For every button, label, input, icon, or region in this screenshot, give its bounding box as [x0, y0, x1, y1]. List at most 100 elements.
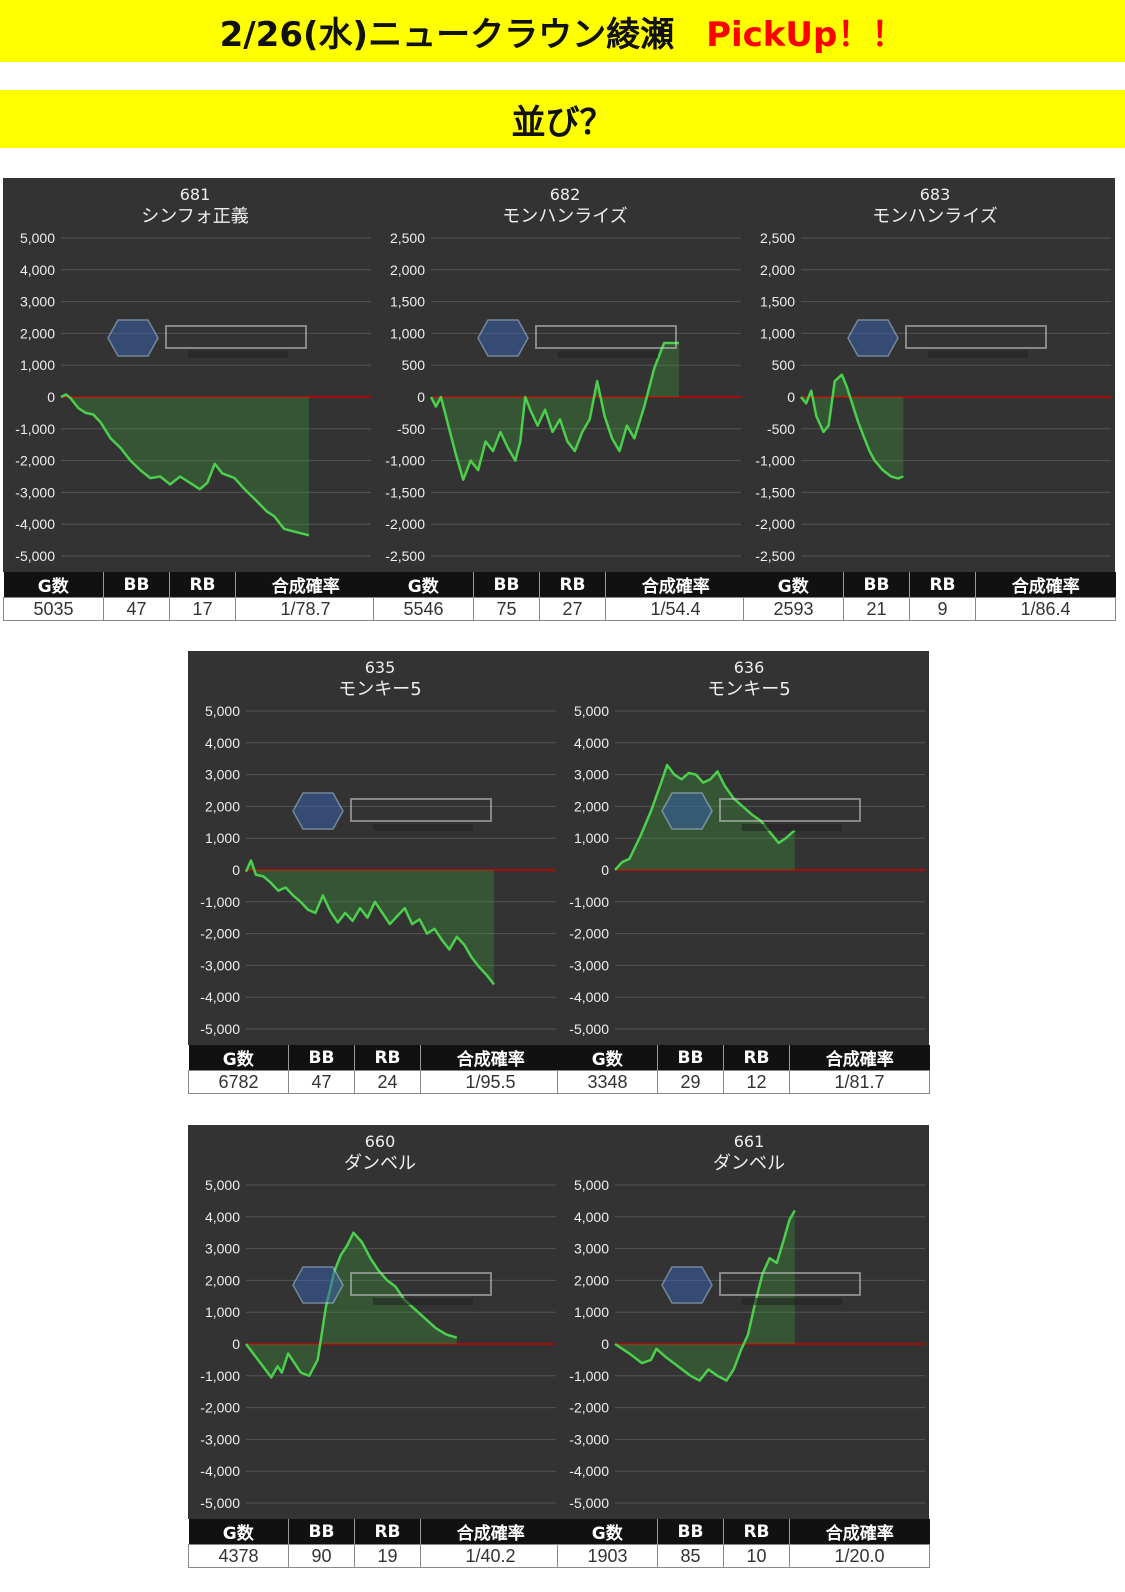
stats-value: 75 [473, 597, 540, 621]
machine-number: 661 [734, 1132, 765, 1151]
y-tick-label: -2,000 [385, 516, 425, 532]
stats-header: G数 [3, 572, 104, 598]
y-tick-label: -2,000 [755, 516, 795, 532]
y-tick-label: -3,000 [200, 957, 240, 973]
y-tick-label: 2,500 [760, 230, 795, 246]
stats-value: 10 [723, 1544, 790, 1568]
y-tick-label: -2,500 [755, 548, 795, 564]
machine-name: モンキー5 [338, 679, 421, 700]
stats-header: RB [723, 1045, 790, 1071]
subtitle-banner: 並び？ [0, 90, 1125, 148]
stats-header: BB [288, 1045, 355, 1071]
y-tick-label: -1,000 [200, 894, 240, 910]
stats-header: RB [723, 1519, 790, 1545]
y-tick-label: 500 [772, 357, 796, 373]
stats-header: 合成確率 [789, 1519, 930, 1545]
machine-number: 660 [365, 1132, 396, 1151]
y-tick-label: 1,000 [574, 830, 609, 846]
machine-number: 681 [180, 185, 211, 204]
chart-panel-682: 682 モンハンライズ 2,500 2,000 1,500 1,000 500 0 -500 -1… [373, 178, 746, 624]
machine-name: シンフォ正義 [141, 206, 248, 227]
y-tick-label: 2,000 [574, 1272, 609, 1288]
y-tick-label: -2,000 [569, 1400, 609, 1416]
y-tick-label: 3,000 [574, 767, 609, 783]
machine-number: 683 [920, 185, 951, 204]
chart-background [557, 1125, 929, 1519]
machine-number: 635 [365, 658, 396, 677]
y-tick-label: 1,500 [390, 294, 425, 310]
machine-number: 636 [734, 658, 765, 677]
y-tick-label: -3,000 [15, 484, 55, 500]
y-tick-label: 5,000 [574, 1177, 609, 1193]
watermark-logo [107, 319, 307, 358]
y-tick-label: 2,500 [390, 230, 425, 246]
machine-name: モンキー5 [707, 679, 790, 700]
stats-table: G数 BB RB 合成確率 6782 47 24 1/95.5 [188, 1045, 561, 1094]
stats-value: 3348 [557, 1070, 658, 1094]
title-banner: 2/26(水)ニュークラウン綾瀬 PickUp！！ [0, 0, 1125, 62]
y-tick-label: -4,000 [200, 989, 240, 1005]
machine-name: モンハンライズ [872, 206, 997, 227]
watermark-logo [847, 319, 1047, 358]
area-fill [246, 860, 494, 985]
stats-value: 29 [657, 1070, 724, 1094]
y-tick-label: 4,000 [20, 262, 55, 278]
area-fill [246, 1232, 457, 1378]
y-tick-label: 0 [601, 1336, 609, 1352]
y-tick-label: -4,000 [569, 1463, 609, 1479]
stats-header: 合成確率 [235, 572, 376, 598]
y-tick-label: -500 [767, 421, 795, 437]
stats-table: G数 BB RB 合成確率 4378 90 19 1/40.2 [188, 1519, 561, 1568]
y-tick-label: 2,000 [205, 1272, 240, 1288]
y-tick-label: -3,000 [569, 957, 609, 973]
y-tick-label: 1,000 [205, 830, 240, 846]
y-tick-label: 5,000 [205, 703, 240, 719]
y-tick-label: 2,000 [390, 262, 425, 278]
y-tick-label: -2,000 [15, 453, 55, 469]
stats-value: 1/40.2 [420, 1544, 561, 1568]
chart-panel-660: 660 ダンベル 5,000 4,000 3,000 2,000 1,000 0 -1,000 -… [188, 1125, 561, 1571]
stats-value: 17 [169, 597, 236, 621]
stats-table: G数 BB RB 合成確率 1903 85 10 1/20.0 [557, 1519, 930, 1568]
watermark-logo [292, 792, 492, 831]
y-tick-label: -1,000 [15, 421, 55, 437]
stats-header: 合成確率 [420, 1519, 561, 1545]
stats-header: BB [473, 572, 540, 598]
y-tick-label: -3,000 [569, 1431, 609, 1447]
stats-header: BB [103, 572, 170, 598]
page-subtitle: 並び？ [511, 102, 614, 143]
stats-value: 21 [843, 597, 910, 621]
y-tick-label: 1,000 [760, 325, 795, 341]
y-tick-label: 2,000 [20, 325, 55, 341]
stats-header: 合成確率 [975, 572, 1116, 598]
stats-header: BB [657, 1519, 724, 1545]
stats-header: G数 [557, 1519, 658, 1545]
stats-header: G数 [188, 1045, 289, 1071]
y-tick-label: -4,000 [200, 1463, 240, 1479]
chart-660: 660 ダンベル 5,000 4,000 3,000 2,000 1,000 0 -1,000 -… [188, 1125, 560, 1519]
chart-636: 636 モンキー5 5,000 4,000 3,000 2,000 1,000 0 -1,000… [557, 651, 929, 1045]
y-tick-label: 1,000 [205, 1304, 240, 1320]
chart-681: 681 シンフォ正義 5,000 4,000 3,000 2,000 1,000 0 -1,00… [3, 178, 375, 572]
machine-name: ダンベル [344, 1153, 416, 1174]
stats-value: 1/78.7 [235, 597, 376, 621]
stats-value: 12 [723, 1070, 790, 1094]
y-tick-label: -2,500 [385, 548, 425, 564]
series-line [800, 373, 904, 480]
y-tick-label: 4,000 [574, 735, 609, 751]
y-tick-label: -1,000 [755, 453, 795, 469]
y-tick-label: -2,000 [569, 926, 609, 942]
y-tick-label: -4,000 [15, 516, 55, 532]
stats-value: 5035 [3, 597, 104, 621]
chart-panel-636: 636 モンキー5 5,000 4,000 3,000 2,000 1,000 0 -1,000… [557, 651, 930, 1097]
series-line [60, 393, 310, 537]
y-tick-label: -500 [397, 421, 425, 437]
y-tick-label: 3,000 [205, 1241, 240, 1257]
y-tick-label: 2,000 [205, 798, 240, 814]
stats-value: 1/95.5 [420, 1070, 561, 1094]
watermark-logo [661, 1266, 861, 1305]
chart-661: 661 ダンベル 5,000 4,000 3,000 2,000 1,000 0 -1,000 -… [557, 1125, 929, 1519]
y-tick-label: 0 [787, 389, 795, 405]
chart-panel-635: 635 モンキー5 5,000 4,000 3,000 2,000 1,000 0 -1,000… [188, 651, 561, 1097]
y-tick-label: 5,000 [574, 703, 609, 719]
